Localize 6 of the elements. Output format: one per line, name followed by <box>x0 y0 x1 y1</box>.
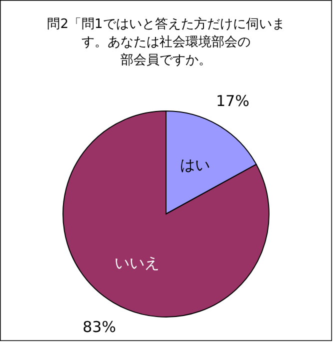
chart-title: 問2「問1ではいと答えた方だけに伺います。あなたは社会環境部会の部会員ですか。 <box>47 16 285 68</box>
data-label: 83% <box>82 318 116 336</box>
slice-label: いいえ <box>114 254 160 272</box>
slice-label: はい <box>180 156 210 174</box>
data-label: 17% <box>216 92 250 110</box>
pie-slice <box>62 110 270 318</box>
